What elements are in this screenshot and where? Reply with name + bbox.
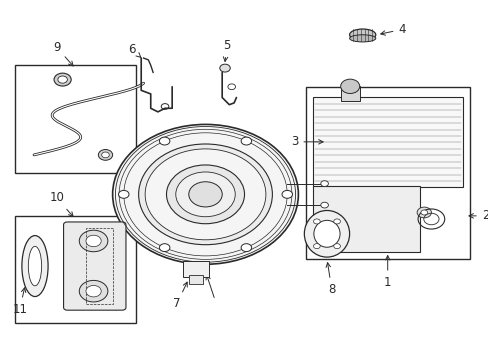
Text: 10: 10 <box>49 192 73 217</box>
Text: 1: 1 <box>383 256 391 289</box>
Circle shape <box>98 149 112 160</box>
Circle shape <box>333 244 340 249</box>
Bar <box>312 186 419 252</box>
Ellipse shape <box>349 29 375 41</box>
Bar <box>183 261 209 277</box>
Text: 4: 4 <box>380 23 405 36</box>
Circle shape <box>340 79 359 94</box>
Ellipse shape <box>313 220 339 247</box>
Circle shape <box>320 202 328 208</box>
Circle shape <box>175 172 235 217</box>
Ellipse shape <box>22 235 48 297</box>
Circle shape <box>313 244 320 249</box>
Circle shape <box>54 73 71 86</box>
FancyBboxPatch shape <box>63 222 126 310</box>
Circle shape <box>112 125 298 264</box>
Bar <box>15 65 136 173</box>
Circle shape <box>188 182 222 207</box>
Circle shape <box>102 152 109 158</box>
Circle shape <box>79 230 108 252</box>
Ellipse shape <box>28 246 41 286</box>
Circle shape <box>86 285 101 297</box>
Circle shape <box>145 149 265 240</box>
Bar <box>312 97 462 186</box>
Circle shape <box>118 190 129 198</box>
Circle shape <box>139 144 272 245</box>
Bar <box>305 87 469 259</box>
Circle shape <box>58 76 67 83</box>
Text: 3: 3 <box>290 135 323 148</box>
Circle shape <box>86 235 101 247</box>
Circle shape <box>313 219 320 224</box>
Circle shape <box>79 280 108 302</box>
Circle shape <box>159 137 169 145</box>
Circle shape <box>219 64 230 72</box>
Circle shape <box>241 137 251 145</box>
Bar <box>340 86 359 101</box>
Text: 5: 5 <box>223 39 230 62</box>
Ellipse shape <box>349 35 375 42</box>
Circle shape <box>159 244 169 252</box>
Text: 8: 8 <box>325 263 335 296</box>
Text: 6: 6 <box>128 42 141 57</box>
Circle shape <box>241 244 251 252</box>
Bar <box>188 275 203 284</box>
Circle shape <box>166 165 244 224</box>
Circle shape <box>333 219 340 224</box>
Circle shape <box>416 207 430 218</box>
Circle shape <box>420 210 427 215</box>
Text: 7: 7 <box>173 282 187 310</box>
Circle shape <box>320 181 328 186</box>
Bar <box>15 216 136 323</box>
Text: 2: 2 <box>468 210 488 222</box>
Bar <box>86 228 112 304</box>
Text: 9: 9 <box>53 41 73 66</box>
Ellipse shape <box>304 211 349 257</box>
Circle shape <box>282 190 292 198</box>
Text: 11: 11 <box>12 288 27 316</box>
